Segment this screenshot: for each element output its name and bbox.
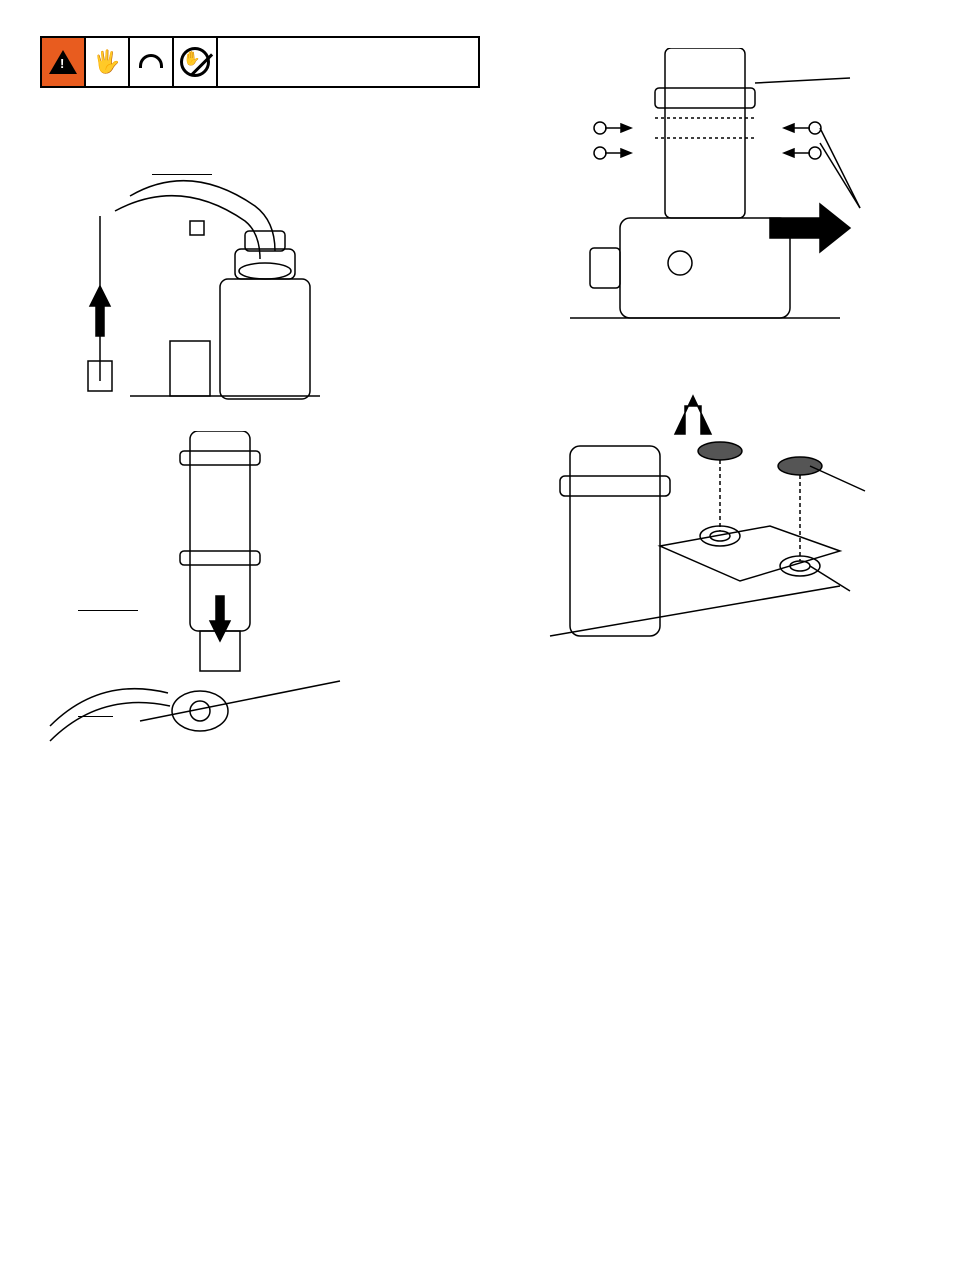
figure-plugs	[510, 356, 920, 646]
pump-suction-diagram	[40, 431, 400, 751]
figure-hydraulic-lines	[40, 171, 480, 401]
plugs-diagram	[510, 356, 910, 646]
callout-pump-unit	[897, 68, 926, 115]
hydraulic-lines-diagram	[40, 171, 370, 401]
warning-spacer	[216, 36, 480, 88]
warning-triangle-icon	[40, 36, 86, 88]
figure-pump-suction	[40, 431, 480, 751]
burn-warning-text	[40, 98, 480, 117]
no-touch-icon: ✋	[172, 36, 218, 88]
pump-unit-diagram	[510, 48, 910, 328]
pressure-icon	[128, 36, 174, 88]
figure-pump-unit	[510, 48, 920, 328]
hot-surface-icon: 🖐	[84, 36, 130, 88]
warning-icons-row: 🖐 ✋	[40, 36, 480, 88]
